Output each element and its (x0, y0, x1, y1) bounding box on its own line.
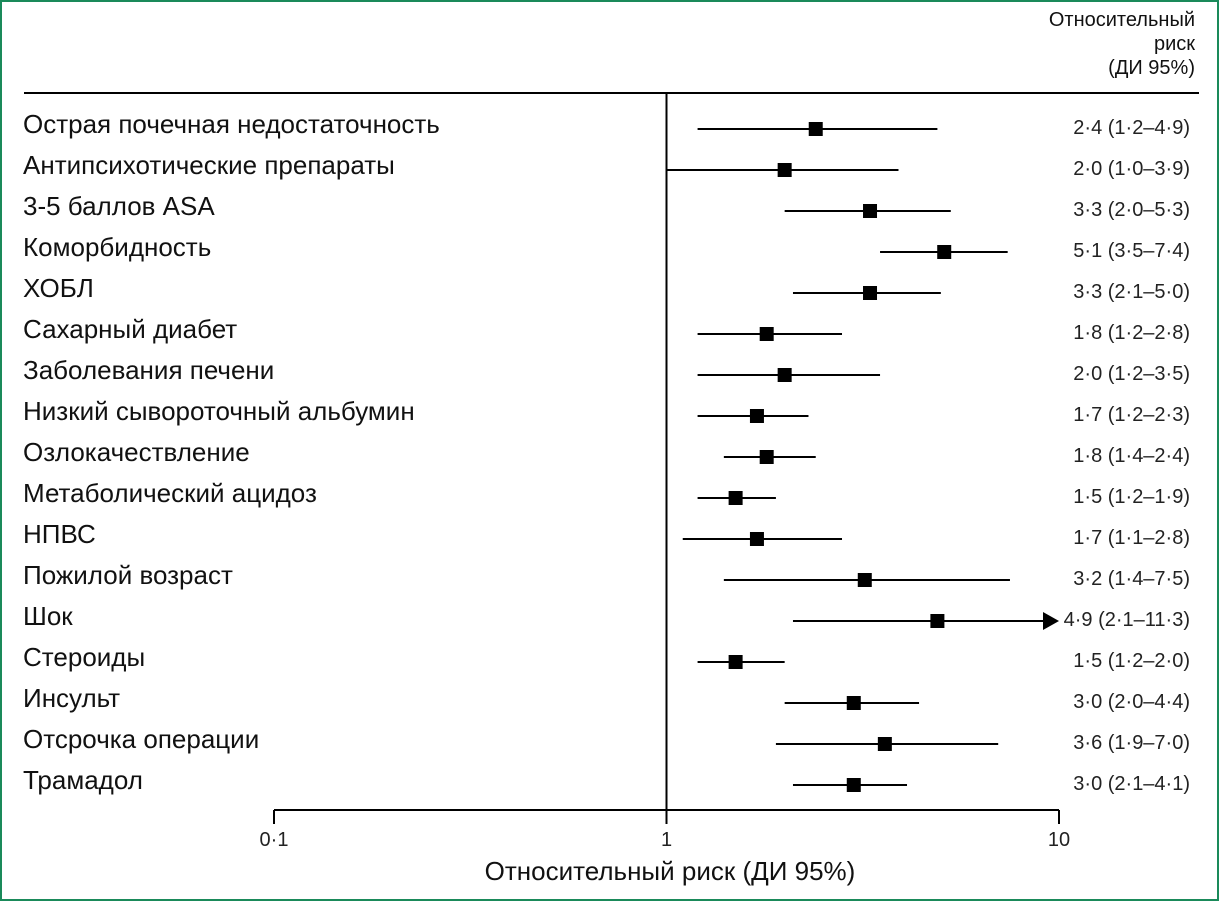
row-label: Заболевания печени (23, 355, 274, 385)
point-estimate (728, 655, 743, 669)
row-label: Трамадол (23, 765, 143, 795)
rr-value: 1·8 (1·4–2·4) (1073, 445, 1190, 467)
column-header-line: Относительный (1049, 9, 1195, 31)
rr-value: 5·1 (3·5–7·4) (1073, 240, 1190, 262)
rr-value: 3·0 (2·1–4·1) (1073, 773, 1190, 795)
rr-value: 1·7 (1·1–2·8) (1073, 527, 1190, 549)
rr-value: 1·8 (1·2–2·8) (1073, 322, 1190, 344)
x-tick-label: 0·1 (260, 829, 289, 851)
row-label: НПВС (23, 519, 96, 549)
x-tick-label: 10 (1048, 829, 1070, 851)
ci-arrow (1043, 612, 1059, 630)
point-estimate (808, 122, 823, 136)
row-label: Пожилой возраст (23, 560, 233, 590)
point-estimate (846, 778, 861, 792)
rr-value: 2·0 (1·0–3·9) (1073, 158, 1190, 180)
point-estimate (857, 573, 872, 587)
x-axis: 0·1 1 10 (260, 809, 1070, 851)
row-label: Шок (23, 601, 73, 631)
point-estimate (877, 737, 892, 751)
point-estimate (777, 368, 792, 382)
point-estimate (863, 204, 878, 218)
row-label: ХОБЛ (23, 273, 94, 303)
row-label: Коморбидность (23, 232, 211, 262)
point-estimate (728, 491, 743, 505)
row-label: Стероиды (23, 642, 145, 672)
column-header-line: (ДИ 95%) (1108, 57, 1195, 79)
row-label: Инсульт (23, 683, 120, 713)
row-label: Острая почечная недостаточность (23, 109, 440, 139)
x-axis-title: Относительный риск (ДИ 95%) (485, 856, 856, 886)
row-label: Озлокачествление (23, 437, 250, 467)
rr-value: 1·5 (1·2–1·9) (1073, 486, 1190, 508)
rr-value: 3·2 (1·4–7·5) (1073, 568, 1190, 590)
rr-value: 1·7 (1·2–2·3) (1073, 404, 1190, 426)
row-label: Низкий сывороточный альбумин (23, 396, 415, 426)
point-estimate (749, 532, 764, 546)
column-header-line: риск (1154, 33, 1195, 55)
rr-value: 3·0 (2·0–4·4) (1073, 691, 1190, 713)
row-label: 3-5 баллов ASA (23, 191, 215, 221)
row-label: Метаболический ацидоз (23, 478, 317, 508)
forest-rows: Острая почечная недостаточность 2·4 (1·2–… (23, 109, 1190, 795)
point-estimate (777, 163, 792, 177)
rr-value: 2·0 (1·2–3·5) (1073, 363, 1190, 385)
x-tick-label: 1 (661, 829, 672, 851)
rr-value: 1·5 (1·2–2·0) (1073, 650, 1190, 672)
point-estimate (930, 614, 945, 628)
rr-value: 3·6 (1·9–7·0) (1073, 732, 1190, 754)
row-label: Отсрочка операции (23, 724, 259, 754)
point-estimate (937, 245, 952, 259)
point-estimate (846, 696, 861, 710)
rr-value: 4·9 (2·1–11·3) (1064, 609, 1190, 631)
point-estimate (759, 450, 774, 464)
point-estimate (759, 327, 774, 341)
row-label: Антипсихотические препараты (23, 150, 395, 180)
point-estimate (749, 409, 764, 423)
rr-value: 2·4 (1·2–4·9) (1073, 117, 1190, 139)
point-estimate (863, 286, 878, 300)
rr-value: 3·3 (2·1–5·0) (1073, 281, 1190, 303)
rr-value: 3·3 (2·0–5·3) (1073, 199, 1190, 221)
row-label: Сахарный диабет (23, 314, 237, 344)
